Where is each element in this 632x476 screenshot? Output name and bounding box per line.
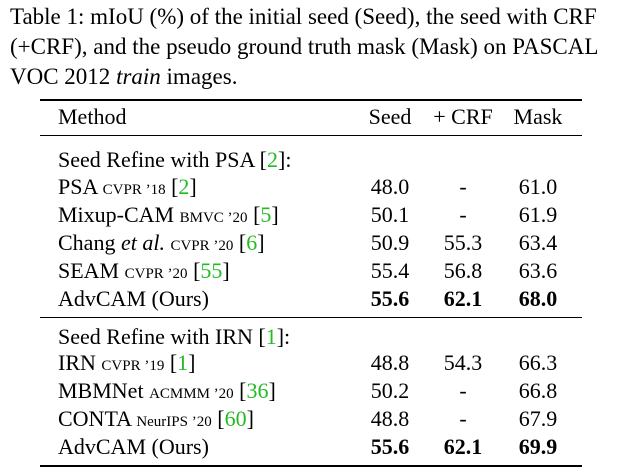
- cell-crf: 56.8: [443, 258, 483, 283]
- table-row-method: Chang et al. CVPR ’20 [6]: [58, 230, 265, 255]
- cell-mask: 66.3: [518, 350, 558, 375]
- citation[interactable]: 1: [177, 350, 189, 375]
- citation[interactable]: 6: [246, 230, 258, 255]
- section-rule: [40, 317, 582, 318]
- section-title-psa: Seed Refine with PSA [2]:: [58, 147, 292, 172]
- cell-mask: 61.9: [518, 202, 558, 227]
- cell-mask: 63.4: [518, 230, 558, 255]
- bottom-rule: [40, 465, 582, 467]
- section-title-irn: Seed Refine with IRN [1]:: [58, 324, 291, 349]
- cell-crf: -: [459, 378, 467, 403]
- citation[interactable]: 1: [265, 324, 277, 349]
- caption-italic: train: [116, 64, 161, 89]
- caption-suffix: images.: [160, 64, 238, 89]
- cell-seed: 50.1: [370, 202, 410, 227]
- citation[interactable]: 5: [260, 202, 272, 227]
- table-row-method: AdvCAM (Ours): [58, 286, 209, 311]
- cell-mask: 67.9: [518, 406, 558, 431]
- cell-mask: 66.8: [518, 378, 558, 403]
- citation[interactable]: 36: [246, 378, 269, 403]
- cell-mask: 61.0: [518, 174, 558, 199]
- table-row-method: IRN CVPR ’19 [1]: [58, 350, 196, 375]
- table-row-method: SEAM CVPR ’20 [55]: [58, 258, 230, 283]
- cell-mask: 69.9: [518, 434, 558, 459]
- cell-seed: 55.6: [370, 286, 410, 311]
- cell-crf: 55.3: [443, 230, 483, 255]
- cell-seed: 55.4: [370, 258, 410, 283]
- caption-text: Table 1: mIoU (%) of the initial seed (S…: [10, 4, 598, 89]
- table-row-method: PSA CVPR ’18 [2]: [58, 174, 197, 199]
- cell-seed: 55.6: [370, 434, 410, 459]
- cell-seed: 50.9: [370, 230, 410, 255]
- cell-crf: 54.3: [443, 350, 483, 375]
- citation[interactable]: 60: [224, 406, 247, 431]
- table-row-method: Mixup-CAM BMVC ’20 [5]: [58, 202, 279, 227]
- top-rule: [40, 99, 582, 101]
- table-row-method: CONTA NeurIPS ’20 [60]: [58, 406, 254, 431]
- header-crf: + CRF: [433, 104, 493, 129]
- cell-seed: 48.8: [370, 350, 410, 375]
- cell-mask: 63.6: [518, 258, 558, 283]
- cell-crf: 62.1: [443, 286, 483, 311]
- cell-mask: 68.0: [518, 286, 558, 311]
- table-caption: Table 1: mIoU (%) of the initial seed (S…: [10, 2, 622, 92]
- header-seed: Seed: [368, 104, 412, 129]
- cell-seed: 48.0: [370, 174, 410, 199]
- cell-seed: 48.8: [370, 406, 410, 431]
- header-method: Method: [58, 104, 127, 129]
- cell-crf: -: [459, 202, 467, 227]
- cell-crf: -: [459, 174, 467, 199]
- table-row-method: MBMNet ACMMM ’20 [36]: [58, 378, 276, 403]
- cell-crf: -: [459, 406, 467, 431]
- cell-seed: 50.2: [370, 378, 410, 403]
- header-mask: Mask: [513, 104, 563, 129]
- citation[interactable]: 2: [267, 147, 278, 172]
- table-row-method: AdvCAM (Ours): [58, 434, 209, 459]
- header-rule: [40, 135, 582, 136]
- citation[interactable]: 2: [178, 174, 190, 199]
- citation[interactable]: 55: [200, 258, 223, 283]
- cell-crf: 62.1: [443, 434, 483, 459]
